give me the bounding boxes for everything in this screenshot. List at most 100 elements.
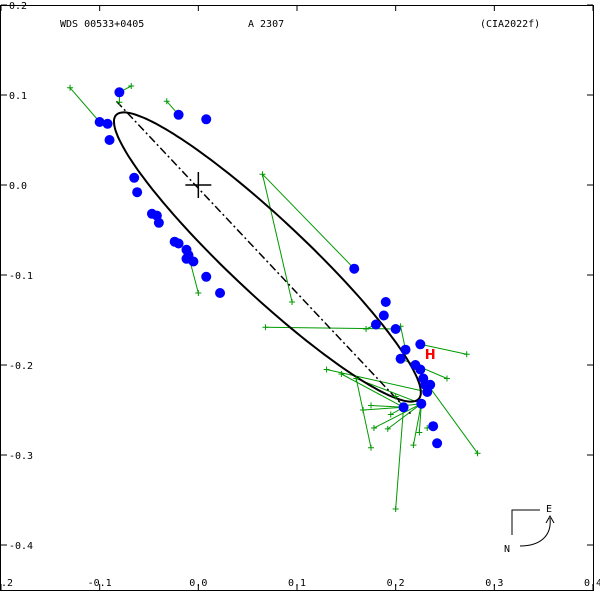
- residual-line: [422, 378, 478, 454]
- visual-measure-point: [353, 375, 360, 382]
- interferometric-measure-point: [173, 238, 184, 249]
- x-tick-label: -0.1: [88, 578, 112, 589]
- y-tick-label: -0.1: [9, 271, 33, 282]
- interferometric-measure-point: [390, 324, 401, 334]
- interferometric-measure-point: [188, 256, 199, 267]
- visual-measure-point: [410, 442, 417, 449]
- residual-lines: [69, 85, 478, 510]
- header-system-name: A 2307: [248, 19, 284, 30]
- interferometric-measure-point: [395, 353, 406, 364]
- visual-measure-point: [368, 444, 374, 451]
- y-tick-label: 0.2: [9, 1, 27, 12]
- residual-line: [262, 173, 355, 270]
- interferometric-measure-point: [349, 263, 360, 274]
- visual-measure-point: [128, 83, 135, 89]
- visual-measure-point: [323, 366, 330, 373]
- compass-east-label: E: [546, 504, 552, 515]
- visual-measure-point: [289, 299, 296, 305]
- visual-measure-point: [384, 425, 391, 432]
- interferometric-measure-point: [432, 438, 443, 449]
- residual-line: [412, 403, 422, 446]
- residual-line: [363, 406, 404, 411]
- axis-ticks: [0, 4, 594, 590]
- x-tick-label: 0.3: [485, 578, 503, 589]
- compass-north-label: N: [504, 544, 510, 555]
- interferometric-measure-point: [422, 387, 433, 397]
- x-tick-label: 0.0: [189, 578, 207, 589]
- visual-measure-point: [474, 450, 481, 457]
- compass: E N: [504, 504, 555, 555]
- visual-measure-point: [392, 393, 399, 400]
- visual-measure-point: [163, 98, 170, 105]
- residual-line: [373, 403, 422, 429]
- y-tick-label: 0.1: [9, 91, 27, 102]
- interferometric-measure-point: [94, 117, 105, 127]
- interferometric-measure-point: [400, 344, 411, 355]
- visual-measure-point: [195, 290, 202, 296]
- interferometric-measure-point: [215, 288, 226, 298]
- interferometric-measure-point: [129, 172, 140, 183]
- interferometric-measure-point: [201, 114, 212, 125]
- visual-measure-point: [360, 407, 367, 413]
- highlight-marker: H: [425, 348, 436, 363]
- visual-measure-point: [259, 171, 266, 178]
- header-wds-id: WDS 00533+0405: [60, 19, 144, 30]
- line-of-nodes: [115, 100, 412, 415]
- interferometric-measure-point: [201, 271, 212, 282]
- y-tick-label: -0.2: [9, 361, 33, 372]
- y-tick-label: -0.4: [9, 541, 33, 552]
- interferometric-measures: [94, 87, 443, 449]
- compass-arrow-curve: [519, 517, 551, 547]
- x-tick-label: -0.2: [0, 578, 13, 589]
- interferometric-measure-point: [416, 398, 427, 409]
- visual-measures: [67, 83, 481, 512]
- x-tick-label: 0.4: [584, 578, 600, 589]
- compass-arrowhead: [545, 514, 555, 524]
- residual-line: [261, 174, 293, 303]
- primary-star-cross: [185, 172, 212, 198]
- interferometric-measure-point: [380, 297, 391, 307]
- plot-frame: [0, 5, 594, 591]
- visual-measure-point: [262, 324, 269, 331]
- residual-line: [395, 407, 405, 510]
- interferometric-measure-point: [173, 109, 184, 120]
- x-tick-label: 0.1: [288, 578, 306, 589]
- visual-measure-point: [368, 402, 374, 409]
- compass-axes: [511, 509, 540, 535]
- x-tick-label: 0.2: [387, 578, 405, 589]
- residual-line: [387, 403, 422, 430]
- visual-measure-point: [116, 99, 123, 106]
- interferometric-measure-point: [428, 421, 439, 432]
- interferometric-measure-point: [415, 339, 426, 350]
- interferometric-measure-point: [132, 187, 143, 198]
- residual-line: [355, 378, 372, 448]
- visual-measure-point: [463, 351, 470, 358]
- interferometric-measure-point: [114, 87, 125, 98]
- visual-measure-point: [392, 506, 399, 512]
- visual-measure-point: [370, 425, 377, 431]
- interferometric-measure-point: [398, 402, 409, 413]
- visual-measure-point: [363, 326, 370, 332]
- header-orbit-reference: (CIA2022f): [480, 19, 540, 30]
- interferometric-measure-point: [104, 135, 115, 145]
- residual-line: [326, 369, 428, 393]
- visual-measure-point: [387, 411, 394, 418]
- interferometric-measure-point: [370, 319, 381, 330]
- y-tick-label: -0.3: [9, 451, 33, 462]
- residual-line: [341, 373, 404, 408]
- interferometric-measure-point: [153, 217, 164, 228]
- residual-line: [69, 87, 101, 123]
- y-tick-label: 0.0: [9, 181, 27, 192]
- interferometric-measure-point: [102, 118, 113, 129]
- residual-line: [370, 405, 404, 408]
- visual-measure-point: [443, 375, 450, 382]
- orbit-ellipse: [113, 111, 422, 403]
- visual-measure-point: [67, 84, 74, 91]
- visual-measure-point: [338, 371, 345, 377]
- visual-measure-point: [416, 429, 423, 436]
- residual-line: [420, 343, 467, 355]
- interferometric-measure-point: [378, 310, 389, 321]
- interferometric-measure-point: [415, 364, 426, 375]
